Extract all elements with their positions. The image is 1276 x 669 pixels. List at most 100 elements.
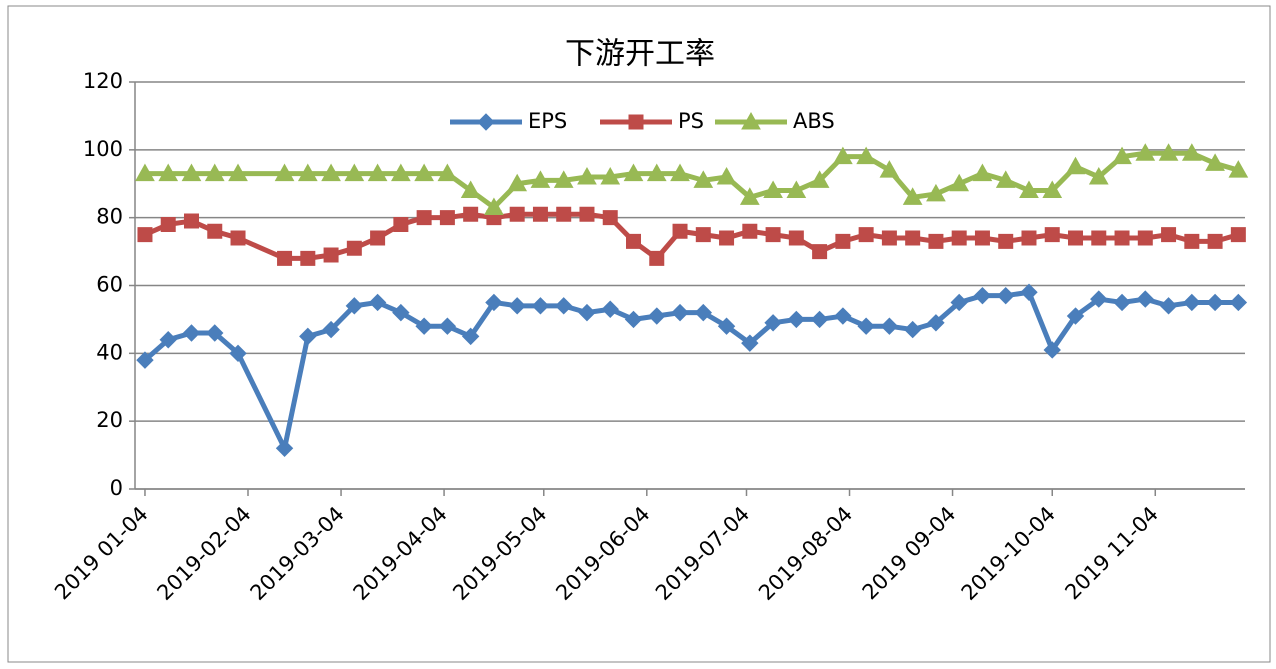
marker bbox=[928, 233, 944, 249]
marker bbox=[207, 223, 223, 239]
marker bbox=[158, 163, 179, 182]
marker bbox=[995, 170, 1016, 188]
marker bbox=[1205, 153, 1225, 171]
marker bbox=[646, 163, 667, 182]
marker bbox=[1021, 230, 1037, 246]
marker bbox=[974, 230, 990, 246]
marker bbox=[228, 163, 248, 182]
marker bbox=[1229, 293, 1248, 312]
marker bbox=[414, 163, 434, 182]
marker bbox=[297, 163, 318, 182]
chart-title: 下游开工率 bbox=[565, 37, 715, 72]
marker bbox=[1019, 180, 1039, 199]
marker bbox=[950, 293, 968, 312]
marker bbox=[1181, 143, 1202, 161]
marker bbox=[951, 230, 967, 246]
marker bbox=[601, 300, 619, 318]
marker bbox=[136, 351, 154, 369]
marker bbox=[834, 307, 852, 325]
marker bbox=[577, 166, 597, 185]
marker bbox=[1136, 290, 1155, 308]
legend-marker bbox=[741, 111, 761, 130]
marker bbox=[972, 163, 993, 182]
marker bbox=[438, 317, 457, 335]
marker bbox=[181, 163, 202, 182]
marker bbox=[135, 163, 155, 182]
marker bbox=[902, 187, 923, 205]
marker bbox=[393, 216, 409, 232]
marker bbox=[881, 230, 897, 246]
marker bbox=[719, 230, 735, 246]
marker bbox=[323, 247, 339, 263]
marker bbox=[1112, 146, 1132, 165]
legend-label: EPS bbox=[528, 109, 567, 133]
marker bbox=[1068, 230, 1084, 246]
marker bbox=[602, 210, 618, 226]
marker bbox=[670, 163, 690, 182]
marker bbox=[344, 163, 365, 182]
marker bbox=[858, 227, 874, 243]
marker bbox=[579, 206, 595, 222]
marker bbox=[322, 320, 340, 339]
marker bbox=[204, 163, 225, 182]
marker bbox=[600, 166, 621, 185]
marker bbox=[346, 240, 362, 256]
marker bbox=[856, 146, 876, 165]
marker bbox=[949, 173, 970, 192]
marker bbox=[739, 187, 760, 205]
marker bbox=[367, 163, 388, 182]
marker bbox=[159, 331, 177, 349]
marker bbox=[671, 303, 689, 322]
y-tick-label: 80 bbox=[96, 205, 123, 229]
marker bbox=[229, 344, 247, 363]
marker bbox=[997, 286, 1015, 305]
marker bbox=[694, 303, 713, 322]
marker bbox=[1065, 156, 1086, 175]
marker bbox=[1228, 160, 1249, 178]
marker bbox=[532, 206, 548, 222]
marker bbox=[973, 286, 992, 305]
marker bbox=[484, 197, 504, 215]
marker bbox=[531, 297, 550, 315]
marker bbox=[763, 180, 783, 199]
marker bbox=[693, 170, 714, 188]
marker bbox=[1183, 293, 1201, 312]
marker bbox=[182, 324, 201, 342]
marker bbox=[716, 166, 737, 185]
marker bbox=[717, 317, 736, 335]
marker bbox=[1184, 233, 1200, 249]
marker bbox=[274, 163, 295, 182]
marker bbox=[321, 163, 341, 182]
marker bbox=[905, 230, 921, 246]
marker bbox=[764, 314, 782, 332]
marker bbox=[345, 297, 364, 315]
marker bbox=[556, 206, 572, 222]
marker bbox=[787, 310, 806, 329]
marker bbox=[649, 250, 665, 266]
marker bbox=[277, 250, 293, 266]
marker bbox=[416, 210, 432, 226]
marker bbox=[1090, 290, 1108, 308]
marker bbox=[998, 233, 1014, 249]
marker bbox=[1137, 230, 1153, 246]
y-tick-label: 20 bbox=[96, 408, 123, 432]
marker bbox=[786, 180, 807, 199]
legend-marker bbox=[477, 113, 495, 131]
marker bbox=[1206, 293, 1224, 312]
marker bbox=[1113, 293, 1131, 312]
marker bbox=[439, 210, 455, 226]
marker bbox=[509, 206, 525, 222]
marker bbox=[275, 439, 294, 458]
marker bbox=[206, 324, 224, 342]
marker bbox=[835, 233, 851, 249]
marker bbox=[788, 230, 804, 246]
marker bbox=[927, 314, 945, 332]
marker bbox=[183, 213, 199, 229]
marker bbox=[137, 227, 153, 243]
marker bbox=[879, 160, 900, 178]
marker bbox=[812, 244, 828, 260]
marker bbox=[1135, 143, 1156, 161]
marker bbox=[392, 303, 410, 322]
legend-marker bbox=[628, 114, 644, 130]
marker bbox=[626, 233, 642, 249]
